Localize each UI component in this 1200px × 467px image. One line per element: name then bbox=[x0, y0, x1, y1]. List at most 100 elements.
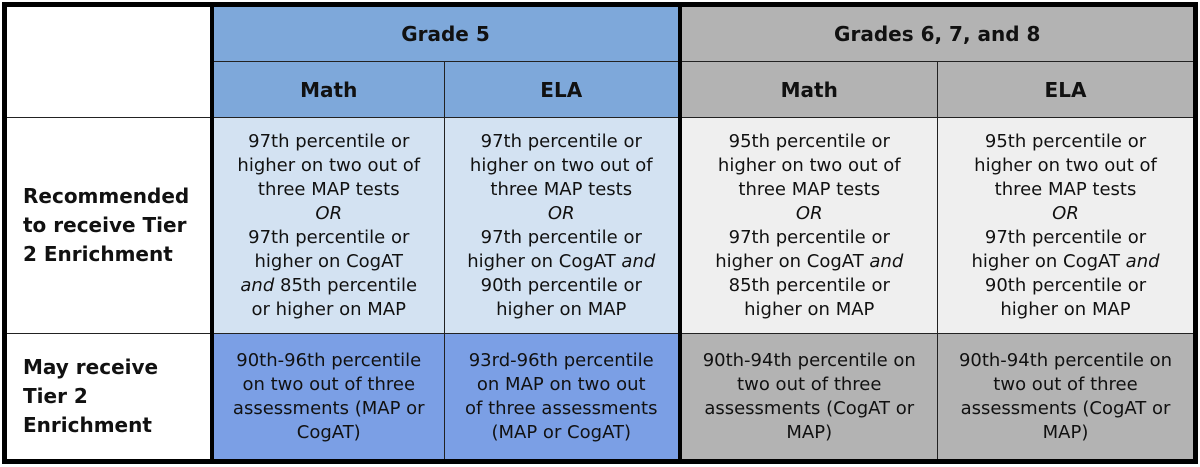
criteria-line: OR bbox=[686, 202, 934, 226]
criteria-line: OR bbox=[449, 202, 674, 226]
criteria-cell-g678-math: 95th percentile or higher on two out of th… bbox=[677, 117, 938, 335]
criteria-line: higher on two out of bbox=[942, 154, 1189, 178]
criteria-line: 97th percentile or bbox=[449, 130, 674, 154]
criteria-line: and 85th percentile bbox=[218, 274, 441, 298]
criteria-line: MAP) bbox=[686, 421, 934, 445]
criteria-line: two out of three bbox=[942, 373, 1189, 397]
criteria-line: assessments (MAP or bbox=[218, 397, 441, 421]
criteria-line: of three assessments bbox=[449, 397, 674, 421]
criteria-line: on MAP on two out bbox=[449, 373, 674, 397]
criteria-line: 90th percentile or bbox=[449, 274, 674, 298]
row-label-line: 2 Enrichment bbox=[23, 242, 173, 267]
text: 90th percentile or bbox=[984, 274, 1147, 296]
criteria-line: higher on MAP bbox=[449, 298, 674, 322]
criteria-line: three MAP tests bbox=[942, 178, 1189, 202]
row-label-line: May receive bbox=[23, 355, 159, 380]
text: MAP) bbox=[1042, 421, 1089, 443]
row-label: May receive Tier 2 Enrichment bbox=[4, 333, 212, 462]
row-label-line: to receive Tier bbox=[23, 213, 187, 238]
text: higher on two out of bbox=[717, 154, 901, 176]
text: 90th-94th percentile on bbox=[958, 349, 1173, 371]
text: 97th percentile or bbox=[248, 226, 410, 248]
text: on two out of three bbox=[242, 373, 416, 395]
criteria-line: higher on MAP bbox=[942, 298, 1189, 322]
criteria-line: 90th-94th percentile on bbox=[942, 349, 1189, 373]
text: higher on CogAT bbox=[254, 250, 404, 272]
text: 85th percentile or bbox=[728, 274, 890, 296]
text: 95th percentile or bbox=[984, 130, 1147, 152]
table-row-may-receive: May receive Tier 2 Enrichment 90th-96th per… bbox=[4, 333, 1196, 462]
subject-header-g678-math: Math bbox=[677, 61, 938, 119]
text: assessments (CogAT or bbox=[704, 397, 915, 419]
text: two out of three bbox=[993, 373, 1138, 395]
criteria-cell-g5-math: 90th-96th percentile on two out of three a… bbox=[209, 333, 445, 462]
criteria-line: higher on CogAT and bbox=[449, 250, 674, 274]
criteria-cell-g678-math: 90th-94th percentile on two out of three a… bbox=[677, 333, 938, 462]
text: (MAP or CogAT) bbox=[491, 421, 632, 443]
criteria-line: 90th-96th percentile bbox=[218, 349, 441, 373]
text: 85th percentile bbox=[274, 274, 418, 296]
criteria-line: OR bbox=[218, 202, 441, 226]
criteria-line: MAP) bbox=[942, 421, 1189, 445]
text: three MAP tests bbox=[738, 178, 881, 200]
criteria-cell-g5-ela: 97th percentile or higher on two out of th… bbox=[444, 117, 680, 335]
criteria-line: 95th percentile or bbox=[686, 130, 934, 154]
criteria-line: on two out of three bbox=[218, 373, 441, 397]
criteria-line: assessments (CogAT or bbox=[942, 397, 1189, 421]
text: 97th percentile or bbox=[728, 226, 890, 248]
text: 90th-94th percentile on bbox=[702, 349, 916, 371]
criteria-line: or higher on MAP bbox=[218, 298, 441, 322]
criteria-line: 97th percentile or bbox=[686, 226, 934, 250]
text: CogAT) bbox=[296, 421, 361, 443]
text: higher on CogAT bbox=[715, 250, 870, 272]
criteria-line: 95th percentile or bbox=[942, 130, 1189, 154]
text: three MAP tests bbox=[257, 178, 400, 200]
text: three MAP tests bbox=[490, 178, 633, 200]
row-label-line: Enrichment bbox=[23, 413, 152, 438]
row-label-line: Recommended bbox=[23, 184, 190, 209]
row-label-line: Tier 2 bbox=[23, 384, 88, 409]
grades678-header: Grades 6, 7, and 8 bbox=[677, 3, 1196, 63]
text: 93rd-96th percentile bbox=[468, 349, 654, 371]
subject-header-g5-math: Math bbox=[209, 61, 445, 119]
text: higher on two out of bbox=[469, 154, 653, 176]
criteria-line: 90th-94th percentile on bbox=[686, 349, 934, 373]
italic-text: OR bbox=[795, 202, 823, 224]
text: 97th percentile or bbox=[984, 226, 1147, 248]
text: 90th-96th percentile bbox=[236, 349, 422, 371]
criteria-line: 97th percentile or bbox=[942, 226, 1189, 250]
italic-text: OR bbox=[315, 202, 343, 224]
italic-text: and bbox=[621, 250, 656, 272]
text: MAP) bbox=[786, 421, 833, 443]
text: three MAP tests bbox=[994, 178, 1137, 200]
criteria-line: higher on CogAT and bbox=[942, 250, 1189, 274]
text: higher on MAP bbox=[744, 298, 875, 320]
text: higher on CogAT bbox=[971, 250, 1126, 272]
criteria-cell-g5-math: 97th percentile or higher on two out of th… bbox=[209, 117, 445, 335]
criteria-cell-g678-ela: 90th-94th percentile on two out of three a… bbox=[937, 333, 1196, 462]
text: 97th percentile or bbox=[480, 130, 642, 152]
text: assessments (CogAT or bbox=[960, 397, 1171, 419]
text: higher on two out of bbox=[237, 154, 421, 176]
text: 97th percentile or bbox=[248, 130, 410, 152]
row-label: Recommended to receive Tier 2 Enrichment bbox=[4, 117, 212, 335]
criteria-line: higher on MAP bbox=[686, 298, 934, 322]
table-row-recommended: Recommended to receive Tier 2 Enrichment 97… bbox=[4, 117, 1196, 335]
italic-text: and bbox=[1125, 250, 1160, 272]
italic-text: and bbox=[869, 250, 904, 272]
criteria-line: 97th percentile or bbox=[218, 130, 441, 154]
text: higher on MAP bbox=[1000, 298, 1131, 320]
criteria-line: higher on two out of bbox=[449, 154, 674, 178]
text: two out of three bbox=[737, 373, 882, 395]
criteria-line: higher on two out of bbox=[218, 154, 441, 178]
text: of three assessments bbox=[465, 397, 658, 419]
text: 97th percentile or bbox=[480, 226, 642, 248]
criteria-line: three MAP tests bbox=[218, 178, 441, 202]
empty-corner-cell bbox=[4, 3, 212, 119]
subject-header-g678-ela: ELA bbox=[937, 61, 1196, 119]
text: assessments (MAP or bbox=[232, 397, 425, 419]
criteria-line: three MAP tests bbox=[686, 178, 934, 202]
criteria-line: CogAT) bbox=[218, 421, 441, 445]
criteria-line: 93rd-96th percentile bbox=[449, 349, 674, 373]
